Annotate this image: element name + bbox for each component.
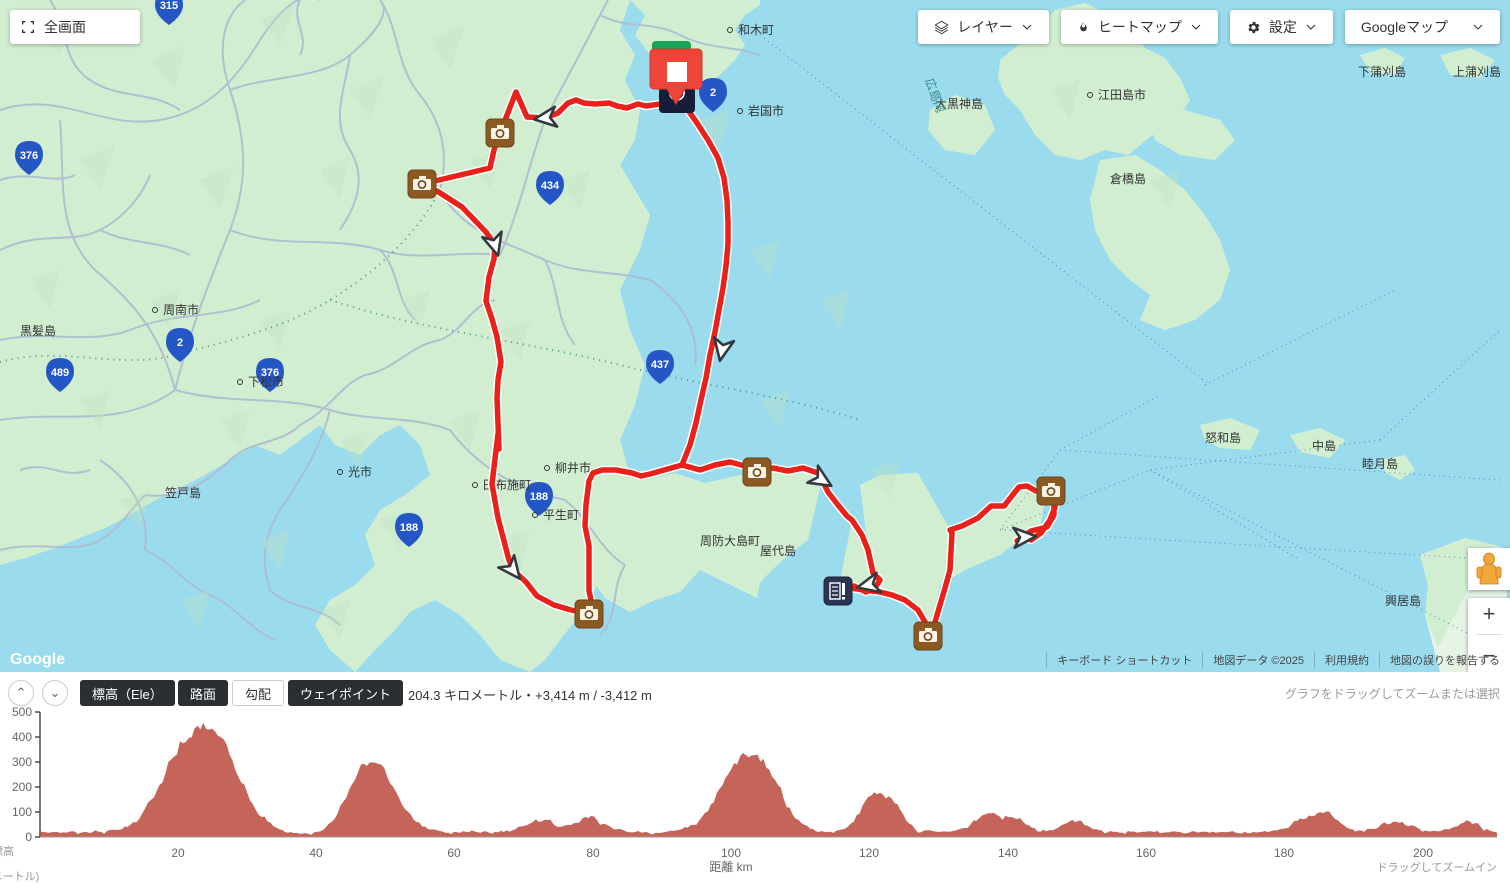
svg-text:和木町: 和木町 [738,23,774,37]
svg-text:平生町: 平生町 [543,508,579,522]
svg-text:200: 200 [12,780,32,794]
svg-text:434: 434 [541,180,560,192]
svg-text:2: 2 [177,337,183,349]
svg-text:睦月島: 睦月島 [1362,456,1398,471]
svg-text:中島: 中島 [1312,438,1336,453]
svg-text:500: 500 [12,705,32,719]
svg-text:ドラッグしてズームイン: ドラッグしてズームイン [1377,860,1497,874]
svg-text:160: 160 [1136,846,1156,860]
svg-text:20: 20 [171,846,185,860]
svg-text:100: 100 [12,805,32,819]
svg-text:437: 437 [651,359,669,371]
svg-text:140: 140 [998,846,1018,860]
svg-text:光市: 光市 [348,464,372,479]
svg-text:200: 200 [1413,846,1433,860]
svg-text:屋代島: 屋代島 [760,543,796,558]
svg-text:怒和島: 怒和島 [1205,430,1241,445]
svg-text:40: 40 [309,846,323,860]
svg-text:江田島市: 江田島市 [1098,87,1146,102]
svg-text:400: 400 [12,730,32,744]
svg-text:2: 2 [710,87,716,99]
svg-text:376: 376 [20,150,38,162]
svg-text:0: 0 [25,830,32,844]
svg-text:岩国市: 岩国市 [748,103,784,118]
svg-text:300: 300 [12,755,32,769]
svg-text:180: 180 [1274,846,1294,860]
svg-text:120: 120 [859,846,879,860]
svg-text:周防大島町: 周防大島町 [700,533,760,548]
svg-text:188: 188 [530,491,548,503]
svg-text:315: 315 [160,0,178,12]
svg-text:柳井市: 柳井市 [555,460,591,475]
svg-text:笠戸島: 笠戸島 [165,485,201,500]
svg-text:489: 489 [51,367,69,379]
svg-text:60: 60 [447,846,461,860]
svg-text:100: 100 [721,846,741,860]
svg-text:標高: 標高 [0,844,14,858]
svg-text:興居島: 興居島 [1385,593,1421,608]
svg-text:下松市: 下松市 [248,374,284,389]
svg-text:周南市: 周南市 [163,302,199,317]
svg-text:倉橋島: 倉橋島 [1110,171,1146,186]
svg-text:188: 188 [400,522,418,534]
svg-text:下蒲刈島: 下蒲刈島 [1358,64,1406,79]
svg-text:黒髪島: 黒髪島 [20,323,56,338]
svg-text:(メートル): (メートル) [0,871,39,883]
svg-text:上蒲刈島: 上蒲刈島 [1453,64,1501,79]
svg-text:距離 km: 距離 km [709,860,752,874]
svg-text:80: 80 [586,846,600,860]
